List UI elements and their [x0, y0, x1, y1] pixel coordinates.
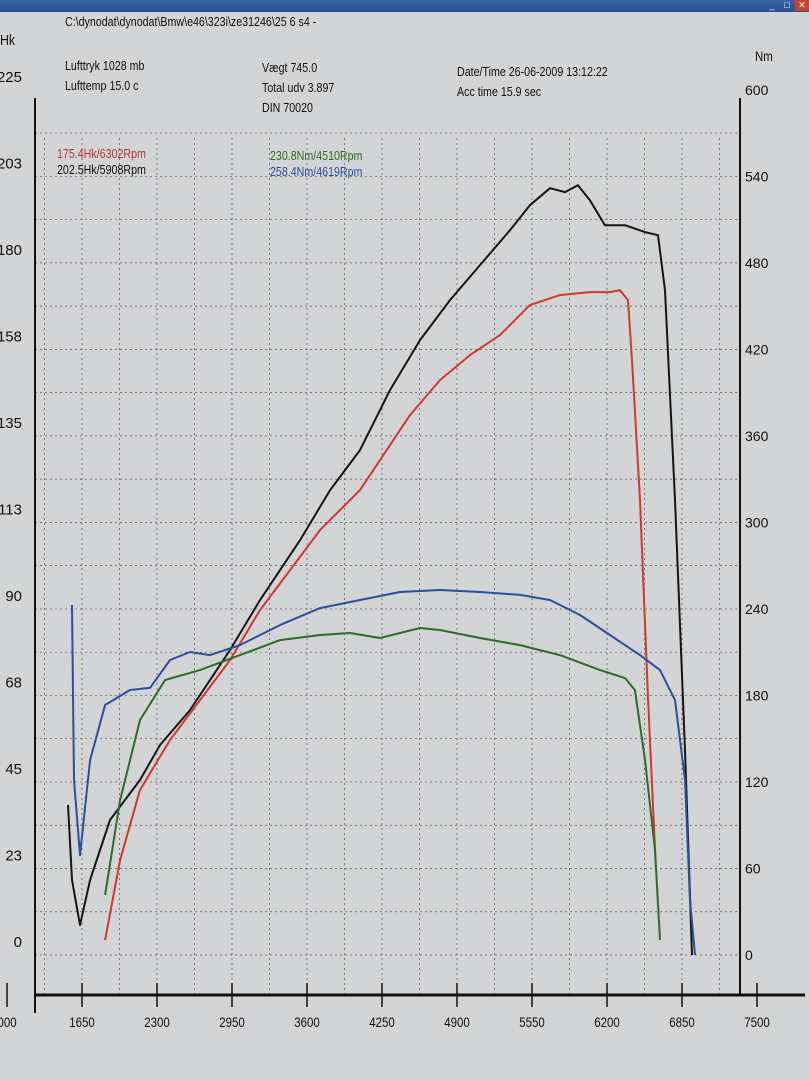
acc-time: Acc time 15.9 sec [457, 84, 542, 99]
left-tick-label: 68 [5, 674, 22, 691]
x-tick-label: 4900 [444, 1014, 470, 1030]
legend-red: 175.4Hk/6302Rpm [57, 146, 146, 161]
maximize-button[interactable]: □ [784, 0, 790, 10]
left-tick-label: 113 [0, 501, 22, 518]
left-tick-label: 180 [0, 242, 22, 259]
minimize-button[interactable]: _ [769, 0, 775, 10]
right-tick-label: 600 [745, 82, 769, 98]
file-path: C:\dynodat\dynodat\Bmw\e46\323i\ze31246\… [65, 14, 317, 29]
left-tick-label: 135 [0, 415, 22, 432]
x-tick-label: 2950 [219, 1014, 245, 1030]
right-tick-label: 480 [745, 255, 769, 271]
series-green-line [104, 627, 661, 941]
left-tick-label: 90 [5, 588, 22, 605]
right-tick-label: 420 [745, 341, 769, 357]
left-tick-label: 0 [14, 934, 22, 951]
lufttryk: Lufttryk 1028 mb [65, 58, 145, 73]
right-tick-label: 120 [745, 774, 769, 790]
legend-black: 202.5Hk/5908Rpm [57, 162, 146, 177]
left-tick-label: 158 [0, 328, 22, 345]
series-blue-line [71, 589, 696, 956]
lufttemp: Lufttemp 15.0 c [65, 78, 139, 93]
right-tick-label: 180 [745, 687, 769, 703]
series-red-line [104, 289, 657, 941]
left-tick-label: 225 [0, 69, 22, 86]
series-black-line [67, 184, 693, 956]
x-tick-label: 4250 [369, 1014, 395, 1030]
x-tick-label: 6200 [594, 1014, 620, 1030]
date-time: Date/Time 26-06-2009 13:12:22 [457, 64, 608, 79]
x-tick-label: 7500 [744, 1014, 770, 1030]
right-tick-label: 540 [745, 168, 769, 184]
legend-blue: 258.4Nm/4619Rpm [270, 164, 363, 179]
close-button[interactable]: ✕ [795, 0, 809, 11]
x-tick-label: 5550 [519, 1014, 545, 1030]
left-tick-label: 45 [5, 761, 22, 778]
right-tick-label: 300 [745, 514, 769, 530]
right-tick-label: 360 [745, 428, 769, 444]
right-tick-label: 60 [745, 860, 761, 876]
left-tick-label: 23 [5, 847, 22, 864]
x-tick-label: 6850 [669, 1014, 695, 1030]
x-tick-label: 000 [0, 1014, 17, 1030]
right-axis-unit: Nm [755, 48, 773, 64]
window-title-bar: _ □ ✕ [0, 0, 809, 12]
legend-green: 230.8Nm/4510Rpm [270, 148, 363, 163]
left-axis-unit: Hk [0, 32, 16, 49]
x-tick-label: 1650 [69, 1014, 95, 1030]
din: DIN 70020 [262, 100, 313, 115]
vaegt: Vægt 745.0 [262, 60, 318, 75]
left-tick-label: 203 [0, 155, 22, 172]
right-tick-label: 240 [745, 601, 769, 617]
total-udv: Total udv 3.897 [262, 80, 335, 95]
right-tick-label: 0 [745, 947, 753, 963]
x-tick-label: 2300 [144, 1014, 170, 1030]
x-tick-label: 3600 [294, 1014, 320, 1030]
